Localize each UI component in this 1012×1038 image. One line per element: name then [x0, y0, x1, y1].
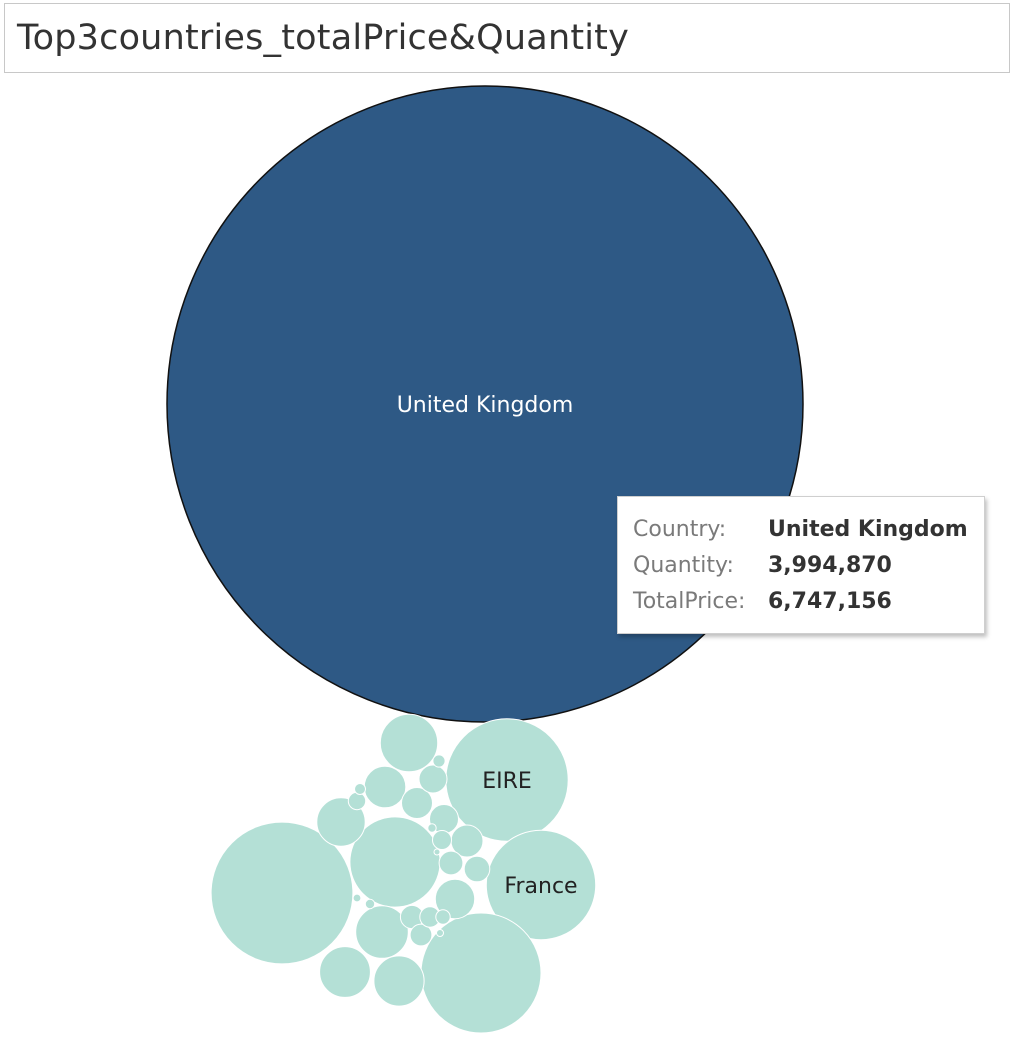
- tooltip-totalprice-value: 6,747,156: [768, 589, 892, 614]
- bubble-country-26[interactable]: [354, 783, 366, 795]
- bubble-country-3[interactable]: [210, 821, 354, 965]
- bubble-france[interactable]: [485, 829, 597, 941]
- bubble-country-9[interactable]: [373, 955, 425, 1007]
- bubble-country-29[interactable]: [352, 893, 362, 903]
- bubble-country-8[interactable]: [319, 946, 371, 998]
- tooltip-quantity-label: Quantity:: [633, 553, 734, 578]
- bubble-label-united-kingdom: United Kingdom: [397, 393, 574, 418]
- bubble-country-24[interactable]: [435, 909, 451, 925]
- bubble-country-7[interactable]: [355, 905, 409, 959]
- bubble-country-6[interactable]: [379, 713, 439, 773]
- tooltip-totalprice-label: TotalPrice:: [633, 589, 746, 614]
- bubble-country-12[interactable]: [434, 878, 476, 920]
- bubble-country-23[interactable]: [347, 791, 367, 811]
- bubble-country-18[interactable]: [438, 850, 464, 876]
- tooltip-quantity-value: 3,994,870: [768, 553, 892, 578]
- bubble-country-17[interactable]: [463, 855, 491, 883]
- bubble-country-28[interactable]: [427, 823, 437, 833]
- tooltip: Country: United Kingdom Quantity: 3,994,…: [617, 496, 985, 634]
- bubble-country-25[interactable]: [432, 754, 446, 768]
- chart-title: Top3countries_totalPrice&Quantity: [17, 18, 630, 58]
- bubble-country-31[interactable]: [433, 848, 441, 856]
- bubble-country-10[interactable]: [316, 797, 366, 847]
- bubble-country-14[interactable]: [401, 787, 433, 819]
- tooltip-country-value: United Kingdom: [768, 517, 968, 542]
- bubble-country-16[interactable]: [418, 764, 448, 794]
- tooltip-country-label: Country:: [633, 517, 727, 542]
- bubble-country-22[interactable]: [432, 830, 452, 850]
- bubble-country-11[interactable]: [363, 765, 407, 809]
- bubble-label-eire: EIRE: [482, 769, 532, 794]
- bubble-country-30[interactable]: [436, 929, 444, 937]
- bubble-country-27[interactable]: [364, 898, 376, 910]
- bubble-country-20[interactable]: [409, 923, 433, 947]
- bubble-label-france: France: [504, 874, 577, 899]
- chart-title-box: Top3countries_totalPrice&Quantity: [4, 3, 1010, 73]
